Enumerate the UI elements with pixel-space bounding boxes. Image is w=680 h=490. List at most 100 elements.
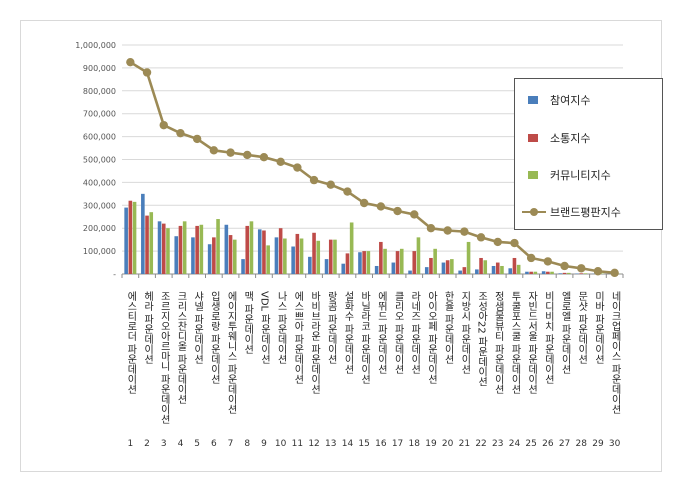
bar xyxy=(579,273,584,274)
legend-label-community: 커뮤니티지수 xyxy=(550,169,611,182)
bar xyxy=(416,237,421,274)
bar xyxy=(500,265,504,274)
bar xyxy=(512,257,517,274)
bar xyxy=(391,262,396,274)
bar xyxy=(241,259,245,274)
x-index-label: 8 xyxy=(244,439,250,449)
bar xyxy=(266,245,270,274)
x-index-label: 13 xyxy=(325,439,336,449)
bar xyxy=(529,271,533,274)
bar xyxy=(412,251,417,274)
bar xyxy=(358,252,362,274)
bar xyxy=(562,272,567,274)
bar xyxy=(199,224,204,274)
legend-item-communication: 소통지수 xyxy=(515,129,662,147)
line-point xyxy=(309,175,319,185)
x-category-label: 설화수 파운데이션 xyxy=(342,291,354,374)
x-category-label: 에스티로더 파운데이션 xyxy=(125,291,137,394)
x-index-label: 23 xyxy=(492,439,503,449)
bar xyxy=(450,259,454,274)
legend: 참여지수 소통지수 커뮤니티지수 브랜드평판지수 xyxy=(514,78,663,230)
x-index-label: 10 xyxy=(275,439,287,449)
bar xyxy=(249,221,254,274)
legend-swatch-community xyxy=(528,171,538,179)
line-point xyxy=(259,153,269,162)
x-category-label: 클리오 파운데이션 xyxy=(392,291,404,374)
y-tick-label: 200,000 xyxy=(83,224,116,233)
bar xyxy=(245,225,250,274)
line-point xyxy=(192,134,202,144)
bar xyxy=(128,200,133,274)
legend-label-brand-reputation: 브랜드평판지수 xyxy=(550,206,621,219)
bar xyxy=(145,215,149,274)
y-tick-label: 500,000 xyxy=(83,156,116,165)
x-category-label: 조성아22 파운데이션 xyxy=(476,291,488,387)
legend-label-participation: 참여지수 xyxy=(550,94,591,107)
x-index-label: 3 xyxy=(161,439,167,449)
bar xyxy=(541,271,546,274)
bar xyxy=(308,256,312,274)
bar xyxy=(166,228,170,274)
bar xyxy=(433,248,437,274)
bar xyxy=(212,237,216,274)
bar xyxy=(424,267,429,274)
y-tick-label: - xyxy=(113,270,116,279)
chart-frame: - 100,000 200,000 300,000 400,000 500,000 600,… xyxy=(20,20,663,472)
x-index-label: 29 xyxy=(592,439,604,449)
x-category-label: 라네즈 파운데이션 xyxy=(409,291,421,374)
x-index-label: 24 xyxy=(509,439,521,449)
legend-item-community: 커뮤니티지수 xyxy=(515,166,662,184)
x-category-label: 에뛰드 파운데이션 xyxy=(375,291,387,374)
bar xyxy=(124,207,128,274)
x-category-label: 아이오페 파운데이션 xyxy=(425,291,437,384)
x-category-label: 바닐라코 파운데이션 xyxy=(359,291,371,384)
bar xyxy=(333,239,337,274)
line-point xyxy=(326,180,335,189)
bar xyxy=(299,238,304,274)
bar xyxy=(495,262,500,274)
x-category-label: 랑콤 파운데이션 xyxy=(325,291,337,364)
bar xyxy=(178,225,183,274)
x-index-label: 14 xyxy=(342,439,354,449)
bar xyxy=(475,269,479,274)
line-point xyxy=(493,237,502,247)
x-index-label: 15 xyxy=(358,439,369,449)
x-index-label: 7 xyxy=(228,439,234,449)
line-point xyxy=(126,57,135,67)
x-index-label: 26 xyxy=(542,439,554,449)
x-index-label: 28 xyxy=(576,439,588,449)
legend-item-brand-reputation: 브랜드평판지수 xyxy=(515,203,662,221)
bar xyxy=(291,246,295,274)
bar xyxy=(462,267,467,274)
y-tick-label: 300,000 xyxy=(83,201,116,210)
x-index-label: 30 xyxy=(609,439,621,449)
bar xyxy=(483,260,488,274)
bar xyxy=(328,239,333,274)
bar xyxy=(395,251,400,274)
x-category-label: 문샷 파운데이션 xyxy=(576,291,588,364)
bar xyxy=(558,273,563,274)
x-index-label: 4 xyxy=(178,439,184,449)
x-index-label: 20 xyxy=(442,439,454,449)
bar xyxy=(458,270,462,274)
bar xyxy=(366,251,371,274)
line-point xyxy=(209,146,219,155)
line-point xyxy=(393,206,402,216)
bar xyxy=(149,212,154,274)
y-tick-label: 900,000 xyxy=(83,64,116,73)
line-point xyxy=(560,261,569,271)
line-point xyxy=(577,264,586,273)
x-category-label: 바비브라운 파운데이션 xyxy=(309,291,321,394)
y-tick-label: 700,000 xyxy=(83,110,116,119)
x-category-label: 입생로랑 파운데이션 xyxy=(208,290,220,384)
x-index-label: 9 xyxy=(261,439,267,449)
line-point xyxy=(359,198,369,208)
line-point xyxy=(376,202,386,211)
bar xyxy=(157,221,162,274)
x-category-label: 투쿨포스쿨 파운데이션 xyxy=(509,291,521,394)
legend-marker-brand-reputation xyxy=(530,208,538,216)
bar xyxy=(533,271,538,274)
line-point xyxy=(276,157,285,166)
x-index-label: 25 xyxy=(525,439,536,449)
bar xyxy=(195,225,199,274)
